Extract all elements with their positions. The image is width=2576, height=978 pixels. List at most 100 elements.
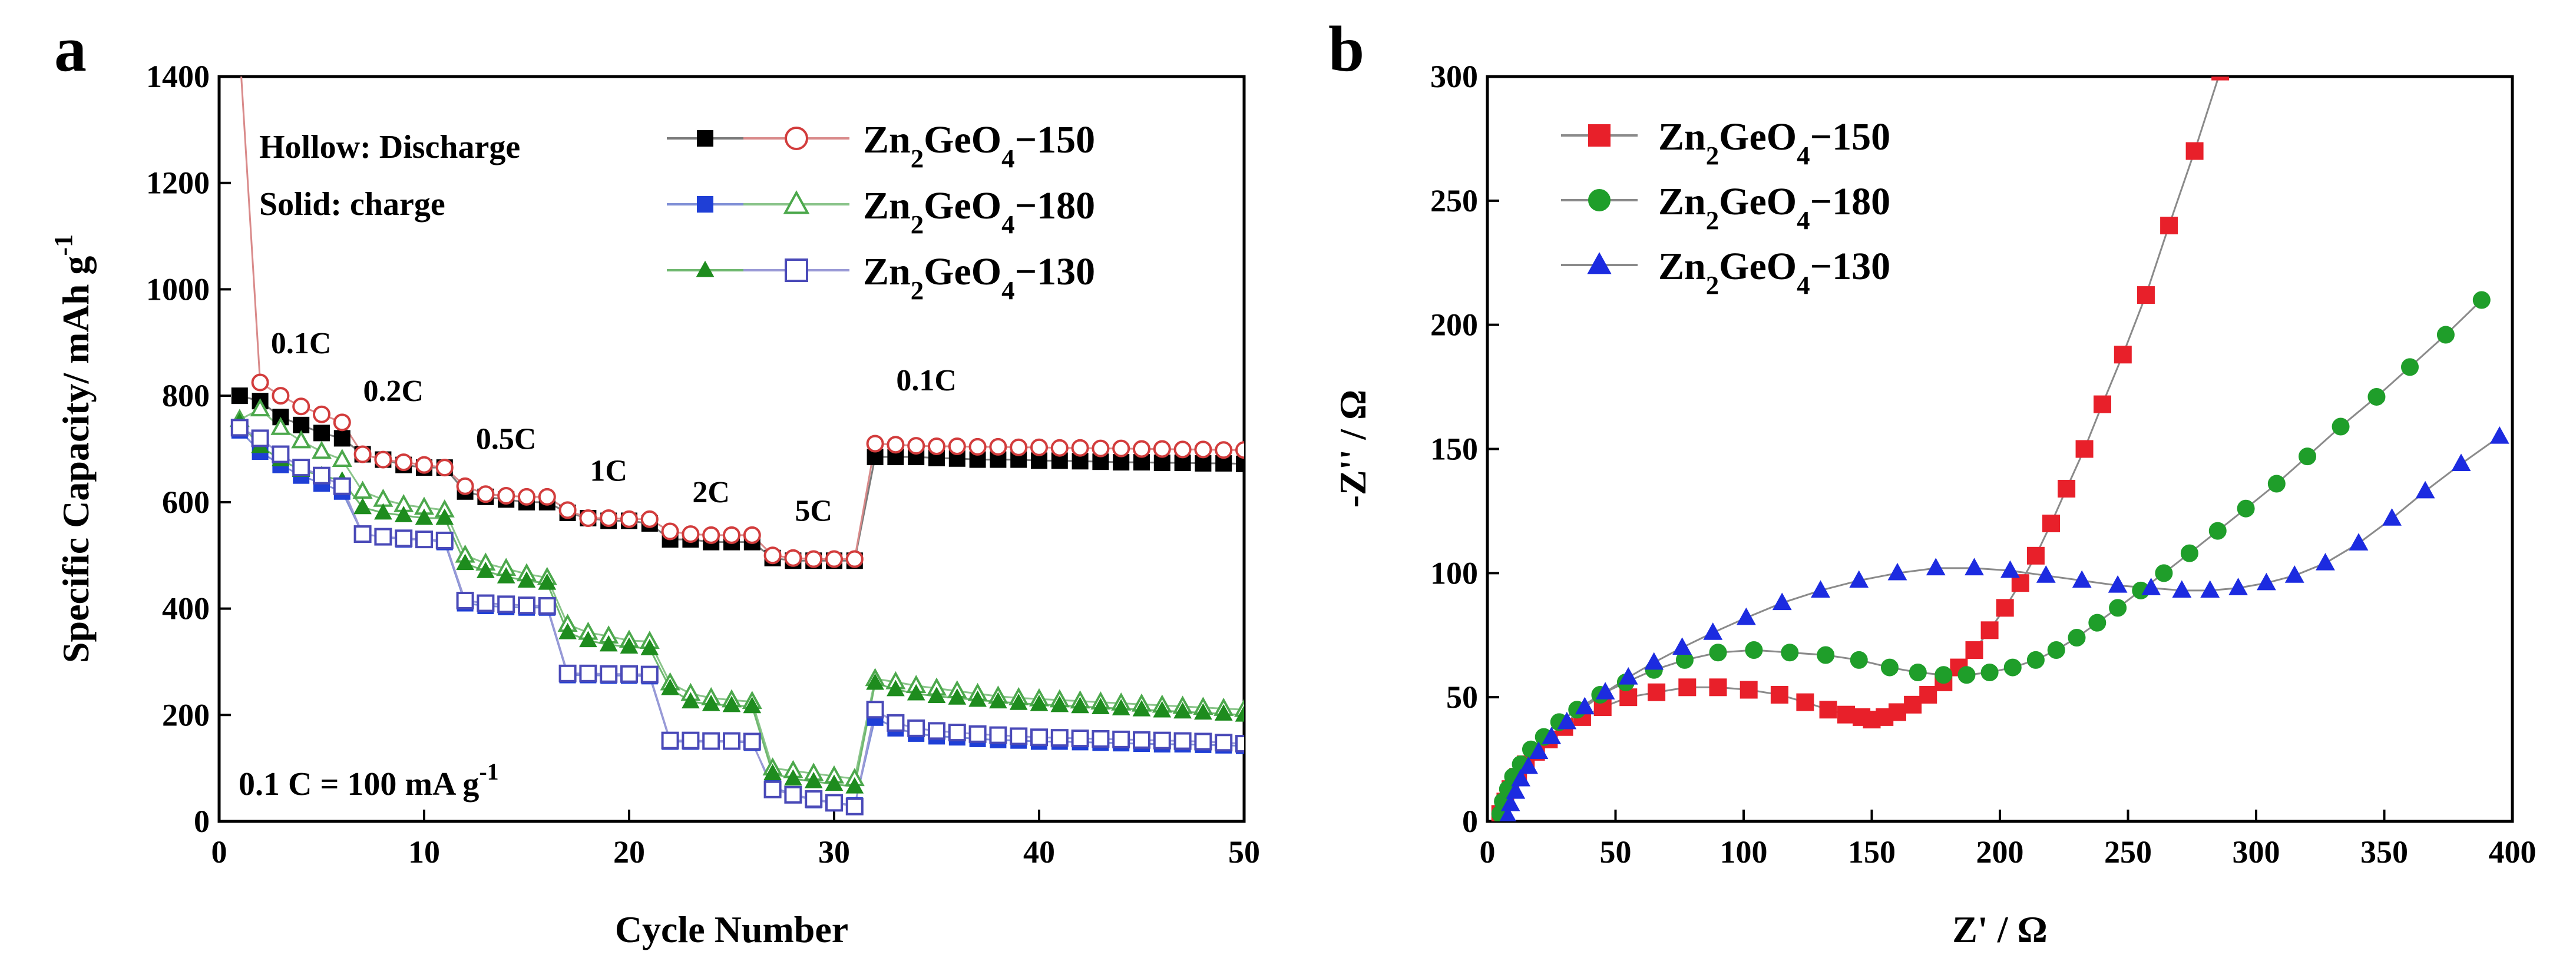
a-data-point	[763, 780, 782, 798]
a-series-points-2	[231, 422, 1244, 814]
b-legend-label-1: Zn2GeO4−180	[1658, 180, 1890, 235]
a-data-point	[620, 665, 638, 683]
a-legend-label-2-part-3: 4	[1001, 276, 1014, 305]
a-ytick-label: 1000	[146, 271, 210, 307]
b-data-point	[1500, 794, 1520, 811]
b-data-point	[2003, 658, 2022, 677]
a-data-point	[1132, 699, 1151, 717]
a-data-point	[1194, 732, 1212, 751]
a-data-point	[1030, 728, 1048, 747]
a-data-point	[866, 673, 884, 690]
a-data-point	[456, 592, 474, 610]
a-data-point	[784, 769, 802, 786]
a-data-point	[1235, 441, 1244, 459]
a-data-point	[538, 488, 556, 506]
a-data-point	[251, 429, 269, 447]
a-data-point	[313, 425, 330, 442]
a-data-point	[1112, 699, 1130, 715]
a-legend-label-0-part-2: GeO	[924, 118, 1001, 161]
rate-labels: 0.1C 0.2C 0.5C 1C 2C 5C 0.1C	[271, 327, 957, 528]
a-ytick-label: 200	[162, 697, 210, 732]
a-data-point	[374, 528, 392, 546]
a-data-point	[538, 573, 557, 590]
b-data-point	[1850, 651, 1868, 669]
a-data-point	[374, 450, 392, 469]
b-legend-label-1-part-2: GeO	[1719, 180, 1797, 223]
annotation-hollow: Hollow: Discharge	[259, 129, 520, 165]
a-legend-label-1-part-0: Zn	[863, 184, 911, 227]
a-data-point	[989, 437, 1007, 456]
a-data-point	[723, 526, 740, 544]
a-data-point	[333, 430, 350, 447]
b-data-point	[1703, 622, 1723, 640]
a-legend-label-2-part-0: Zn	[863, 250, 911, 293]
panel-b-plot-frame	[1486, 75, 2514, 823]
b-data-point	[1619, 688, 1638, 707]
a-data-point	[1214, 704, 1233, 721]
b-data-point	[1672, 637, 1692, 655]
b-data-point	[1557, 711, 1577, 730]
b-legend-label-2-part-2: GeO	[1719, 245, 1797, 288]
b-data-point	[2208, 522, 2227, 540]
b-legend-label-0-part-0: Zn	[1658, 115, 1706, 158]
a-data-point	[682, 731, 700, 750]
b-legend-label-2-part-1: 2	[1706, 270, 1719, 300]
panel-a-series-markers	[229, 373, 1244, 815]
b-data-point	[2257, 572, 2276, 591]
b-data-point	[2114, 346, 2132, 364]
a-data-point	[784, 549, 802, 567]
a-data-point	[415, 508, 434, 525]
a-data-point	[1235, 705, 1244, 722]
b-legend-label-1-part-4: −180	[1810, 180, 1891, 223]
a-xtick-label: 50	[1228, 834, 1260, 870]
a-data-point	[1153, 440, 1171, 458]
a-data-point	[477, 485, 495, 503]
b-data-point	[2109, 599, 2127, 617]
a-data-point	[845, 797, 864, 815]
panel-a-ylabel-text: Specific Capacity/ mAh g	[55, 256, 97, 664]
a-data-point	[640, 510, 659, 528]
a-data-point	[600, 509, 618, 527]
a-ytick-label: 0	[194, 804, 210, 839]
b-data-point	[1575, 697, 1595, 715]
annotation-current-density: 0.1 C = 100 mA g-1	[239, 758, 499, 803]
a-data-point	[333, 477, 351, 495]
panel-b-ticks: 0 50 100 150 200 250 300 350 400 0 50 100 150 200 250 3…	[1430, 59, 2537, 870]
a-data-point	[497, 487, 515, 505]
b-data-point	[1849, 570, 1869, 588]
a-data-point	[394, 506, 413, 522]
a-data-point	[497, 595, 515, 614]
b-data-point	[2401, 358, 2419, 376]
b-data-point	[1904, 695, 1922, 714]
a-data-point	[272, 387, 290, 405]
b-data-point	[2211, 77, 2230, 81]
b-data-point	[2160, 217, 2178, 234]
a-series-points-3	[229, 398, 1244, 787]
a-data-point	[1112, 439, 1130, 457]
a-data-point	[313, 466, 330, 485]
b-data-point	[2299, 447, 2316, 466]
a-data-point	[456, 477, 474, 495]
a-data-point	[948, 688, 967, 705]
a-legend-marker-5	[785, 258, 808, 282]
a-data-point	[1010, 438, 1028, 456]
a-legend-label-1-part-3: 4	[1001, 210, 1014, 239]
a-legend-label-2-part-4: −130	[1015, 250, 1096, 293]
b-data-point	[2000, 560, 2020, 578]
panel-a-label: a	[54, 13, 87, 85]
panel-b-series-markers	[1491, 77, 2509, 821]
b-series-line-2	[1507, 436, 2501, 817]
a-data-point	[579, 664, 597, 682]
b-xtick-label: 400	[2489, 834, 2537, 870]
b-legend-label-1-part-1: 2	[1706, 205, 1719, 235]
panel-a-ylabel: Specific Capacity/ mAh g-1	[49, 234, 97, 663]
a-data-point	[702, 732, 720, 750]
a-data-point	[332, 449, 352, 467]
rate-label-3: 1C	[590, 455, 627, 488]
a-data-point	[1071, 697, 1089, 714]
a-data-point	[517, 571, 536, 588]
b-data-point	[1957, 666, 1976, 684]
a-data-point	[1030, 694, 1049, 711]
a-data-point	[784, 785, 802, 804]
